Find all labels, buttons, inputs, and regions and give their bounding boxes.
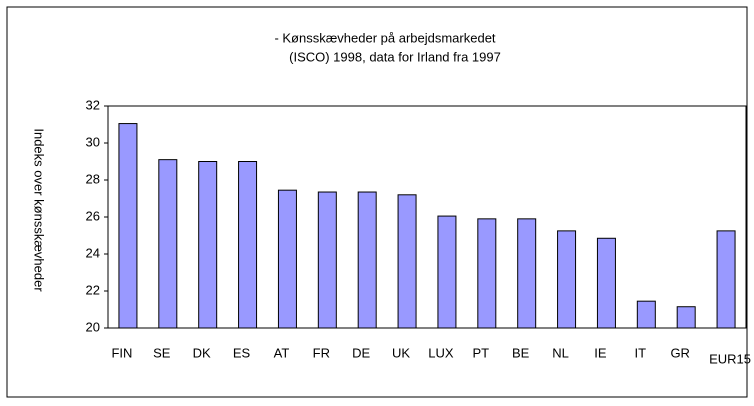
bar	[238, 161, 258, 329]
x-tick-label: EUR15	[709, 351, 751, 366]
x-tick-label: DE	[352, 345, 370, 360]
bar	[357, 191, 377, 329]
x-tick-label: GR	[670, 345, 690, 360]
bar	[676, 306, 696, 329]
x-tick-label: LUX	[428, 345, 454, 360]
x-tick-label: DK	[193, 345, 211, 360]
chart-subtitle: (ISCO) 1998, data for Irland fra 1997	[289, 49, 501, 64]
bar	[636, 300, 656, 329]
x-tick-label: PT	[473, 345, 490, 360]
bar	[596, 237, 616, 329]
x-tick-label: IT	[635, 345, 647, 360]
y-tick-label: 26	[86, 208, 100, 223]
y-tick-label: 22	[86, 282, 100, 297]
y-tick-label: 28	[86, 171, 100, 186]
x-tick-label: BE	[512, 345, 530, 360]
x-tick-label: AT	[274, 345, 290, 360]
y-tick-label: 30	[86, 134, 100, 149]
y-tick-label: 24	[86, 245, 100, 260]
bar	[517, 218, 537, 329]
bar	[198, 161, 218, 329]
chart-border	[6, 6, 748, 398]
bar	[557, 230, 577, 329]
y-tick-label: 20	[86, 319, 100, 334]
bar	[277, 189, 297, 329]
y-axis-label: Indeks over kønsskævheder	[32, 128, 47, 292]
bar	[317, 191, 337, 329]
x-tick-label: SE	[153, 345, 171, 360]
x-tick-label: FR	[313, 345, 330, 360]
x-tick-label: IE	[594, 345, 607, 360]
bar	[477, 218, 497, 329]
bar	[158, 159, 178, 329]
chart-title: - Kønsskævheder på arbejdsmarkedet	[274, 30, 495, 45]
y-tick-label: 32	[86, 97, 100, 112]
bar	[397, 194, 417, 329]
bar	[437, 215, 457, 329]
bar	[716, 230, 736, 329]
bar	[118, 123, 138, 329]
x-tick-label: ES	[233, 345, 251, 360]
x-tick-label: NL	[552, 345, 569, 360]
x-tick-label: UK	[392, 345, 410, 360]
x-tick-label: FIN	[111, 345, 132, 360]
